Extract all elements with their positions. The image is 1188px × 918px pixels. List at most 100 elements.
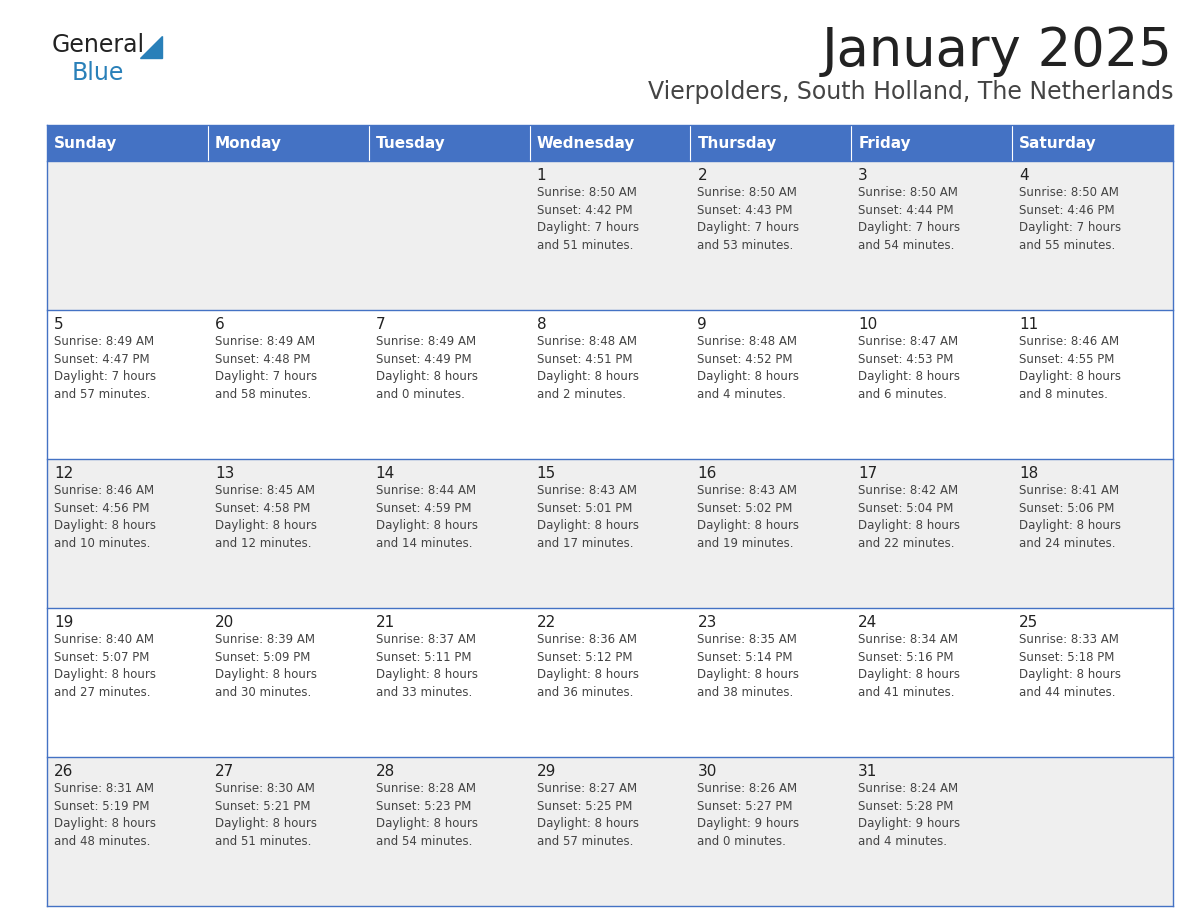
Text: Sunrise: 8:37 AM: Sunrise: 8:37 AM [375, 633, 475, 646]
Text: 26: 26 [53, 764, 74, 779]
Text: Sunset: 4:58 PM: Sunset: 4:58 PM [215, 501, 310, 514]
Bar [852, 125, 1012, 161]
Text: 19: 19 [53, 615, 74, 630]
Text: 20: 20 [215, 615, 234, 630]
Text: and 38 minutes.: and 38 minutes. [697, 686, 794, 699]
Text: Sunrise: 8:24 AM: Sunrise: 8:24 AM [858, 782, 959, 795]
Text: Sunrise: 8:45 AM: Sunrise: 8:45 AM [215, 484, 315, 497]
Text: Sunrise: 8:47 AM: Sunrise: 8:47 AM [858, 335, 959, 348]
Text: 1: 1 [537, 168, 546, 183]
Text: 9: 9 [697, 317, 707, 332]
Text: Daylight: 8 hours: Daylight: 8 hours [53, 668, 156, 681]
Text: Sunset: 4:47 PM: Sunset: 4:47 PM [53, 353, 150, 365]
Text: Daylight: 7 hours: Daylight: 7 hours [215, 370, 317, 383]
Text: 15: 15 [537, 466, 556, 481]
Text: 14: 14 [375, 466, 394, 481]
Text: 6: 6 [215, 317, 225, 332]
Text: and 54 minutes.: and 54 minutes. [858, 239, 955, 252]
Text: Sunrise: 8:49 AM: Sunrise: 8:49 AM [215, 335, 315, 348]
Text: Sunset: 5:18 PM: Sunset: 5:18 PM [1019, 651, 1114, 664]
Text: and 54 minutes.: and 54 minutes. [375, 834, 472, 847]
Bar [48, 608, 1173, 757]
Text: and 10 minutes.: and 10 minutes. [53, 536, 151, 550]
Text: Sunset: 5:09 PM: Sunset: 5:09 PM [215, 651, 310, 664]
Text: and 19 minutes.: and 19 minutes. [697, 536, 794, 550]
Text: 18: 18 [1019, 466, 1038, 481]
Text: Sunrise: 8:28 AM: Sunrise: 8:28 AM [375, 782, 475, 795]
Text: Sunday: Sunday [53, 136, 118, 151]
Bar [690, 125, 852, 161]
Text: 31: 31 [858, 764, 878, 779]
Text: and 24 minutes.: and 24 minutes. [1019, 536, 1116, 550]
Text: Sunrise: 8:26 AM: Sunrise: 8:26 AM [697, 782, 797, 795]
Text: Sunset: 5:16 PM: Sunset: 5:16 PM [858, 651, 954, 664]
Text: Sunset: 4:55 PM: Sunset: 4:55 PM [1019, 353, 1114, 365]
Text: Sunset: 5:23 PM: Sunset: 5:23 PM [375, 800, 472, 812]
Text: and 57 minutes.: and 57 minutes. [537, 834, 633, 847]
Text: Daylight: 8 hours: Daylight: 8 hours [215, 817, 317, 830]
Text: Daylight: 7 hours: Daylight: 7 hours [53, 370, 156, 383]
Text: Sunrise: 8:30 AM: Sunrise: 8:30 AM [215, 782, 315, 795]
Text: and 44 minutes.: and 44 minutes. [1019, 686, 1116, 699]
Bar [48, 161, 1173, 310]
Text: Daylight: 8 hours: Daylight: 8 hours [537, 668, 639, 681]
Text: 8: 8 [537, 317, 546, 332]
Text: 30: 30 [697, 764, 716, 779]
Text: Sunrise: 8:35 AM: Sunrise: 8:35 AM [697, 633, 797, 646]
Text: and 6 minutes.: and 6 minutes. [858, 387, 947, 400]
Text: Sunset: 5:04 PM: Sunset: 5:04 PM [858, 501, 954, 514]
Text: Sunrise: 8:46 AM: Sunrise: 8:46 AM [1019, 335, 1119, 348]
Text: Sunset: 4:48 PM: Sunset: 4:48 PM [215, 353, 310, 365]
Text: Sunrise: 8:33 AM: Sunrise: 8:33 AM [1019, 633, 1119, 646]
Text: Sunrise: 8:42 AM: Sunrise: 8:42 AM [858, 484, 959, 497]
Text: January 2025: January 2025 [822, 25, 1173, 77]
Text: Sunrise: 8:50 AM: Sunrise: 8:50 AM [1019, 186, 1119, 199]
Text: Sunrise: 8:31 AM: Sunrise: 8:31 AM [53, 782, 154, 795]
Text: and 0 minutes.: and 0 minutes. [375, 387, 465, 400]
Text: 16: 16 [697, 466, 716, 481]
Text: and 14 minutes.: and 14 minutes. [375, 536, 472, 550]
Text: Daylight: 8 hours: Daylight: 8 hours [375, 370, 478, 383]
Text: Sunset: 5:11 PM: Sunset: 5:11 PM [375, 651, 472, 664]
Polygon shape [140, 36, 162, 58]
Text: and 4 minutes.: and 4 minutes. [697, 387, 786, 400]
Text: and 51 minutes.: and 51 minutes. [537, 239, 633, 252]
Text: Sunset: 5:19 PM: Sunset: 5:19 PM [53, 800, 150, 812]
Text: and 12 minutes.: and 12 minutes. [215, 536, 311, 550]
Text: 5: 5 [53, 317, 64, 332]
Text: Sunrise: 8:50 AM: Sunrise: 8:50 AM [697, 186, 797, 199]
Text: and 36 minutes.: and 36 minutes. [537, 686, 633, 699]
Text: Daylight: 8 hours: Daylight: 8 hours [1019, 370, 1121, 383]
Text: Sunrise: 8:49 AM: Sunrise: 8:49 AM [375, 335, 476, 348]
Text: 11: 11 [1019, 317, 1038, 332]
Text: Sunrise: 8:27 AM: Sunrise: 8:27 AM [537, 782, 637, 795]
Text: Daylight: 9 hours: Daylight: 9 hours [858, 817, 960, 830]
Text: Thursday: Thursday [697, 136, 777, 151]
Text: 22: 22 [537, 615, 556, 630]
Text: Sunrise: 8:34 AM: Sunrise: 8:34 AM [858, 633, 959, 646]
Text: Sunrise: 8:48 AM: Sunrise: 8:48 AM [697, 335, 797, 348]
Text: Sunrise: 8:50 AM: Sunrise: 8:50 AM [858, 186, 959, 199]
Bar [530, 125, 690, 161]
Text: Sunrise: 8:50 AM: Sunrise: 8:50 AM [537, 186, 637, 199]
Text: Daylight: 8 hours: Daylight: 8 hours [697, 668, 800, 681]
Text: and 8 minutes.: and 8 minutes. [1019, 387, 1108, 400]
Bar [48, 757, 1173, 906]
Text: Sunset: 4:59 PM: Sunset: 4:59 PM [375, 501, 472, 514]
Text: Sunrise: 8:49 AM: Sunrise: 8:49 AM [53, 335, 154, 348]
Text: and 33 minutes.: and 33 minutes. [375, 686, 472, 699]
Text: Sunset: 4:49 PM: Sunset: 4:49 PM [375, 353, 472, 365]
Text: Sunrise: 8:41 AM: Sunrise: 8:41 AM [1019, 484, 1119, 497]
Text: and 51 minutes.: and 51 minutes. [215, 834, 311, 847]
Text: Daylight: 8 hours: Daylight: 8 hours [375, 668, 478, 681]
Text: and 0 minutes.: and 0 minutes. [697, 834, 786, 847]
Text: Daylight: 8 hours: Daylight: 8 hours [1019, 519, 1121, 532]
Text: Monday: Monday [215, 136, 282, 151]
Text: 25: 25 [1019, 615, 1038, 630]
Text: Blue: Blue [72, 61, 125, 85]
Text: 4: 4 [1019, 168, 1029, 183]
Text: Sunset: 4:42 PM: Sunset: 4:42 PM [537, 204, 632, 217]
Text: and 22 minutes.: and 22 minutes. [858, 536, 955, 550]
Text: and 57 minutes.: and 57 minutes. [53, 387, 151, 400]
Text: Sunrise: 8:43 AM: Sunrise: 8:43 AM [697, 484, 797, 497]
